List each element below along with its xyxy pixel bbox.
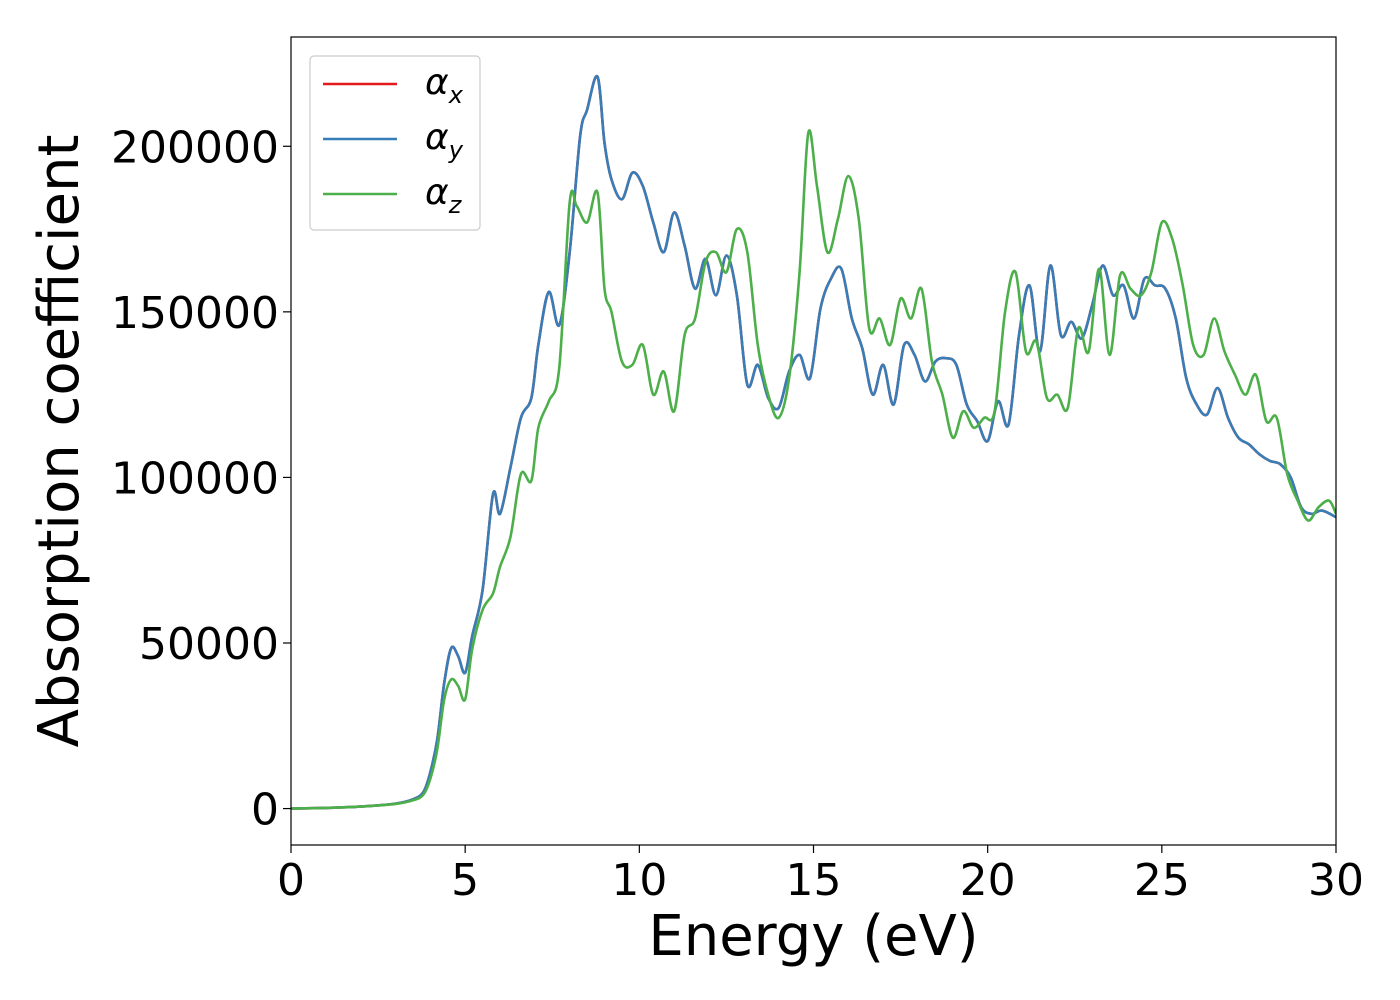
x-tick-label: 15: [786, 855, 842, 906]
x-axis-title: Energy (eV): [648, 904, 978, 969]
series-line-2: [291, 74, 1336, 810]
y-axis: 0 50000 100000 150000 200000: [111, 122, 291, 836]
series-layer: [291, 74, 1336, 810]
x-tick-label: 10: [611, 855, 667, 906]
legend: αx αy αz: [309, 55, 481, 231]
x-tick-label: 20: [960, 855, 1016, 906]
x-tick-label: 30: [1308, 855, 1364, 906]
y-tick-label: 200000: [111, 122, 279, 173]
legend-label: αz: [425, 172, 463, 219]
y-tick-label: 0: [251, 785, 279, 836]
x-tick-label: 5: [451, 855, 479, 906]
series-line-3: [291, 129, 1336, 810]
x-axis: 0 5 10 15 20 25 30: [277, 845, 1364, 906]
legend-label: αx: [425, 62, 464, 109]
x-tick-label: 0: [277, 855, 305, 906]
y-tick-label: 50000: [139, 619, 279, 670]
legend-box: [309, 55, 481, 231]
x-tick-label: 25: [1134, 855, 1190, 906]
y-tick-label: 100000: [111, 453, 279, 504]
y-tick-label: 150000: [111, 288, 279, 339]
legend-label: αy: [425, 117, 464, 164]
y-axis-title: Absorption coefficient: [27, 135, 92, 748]
